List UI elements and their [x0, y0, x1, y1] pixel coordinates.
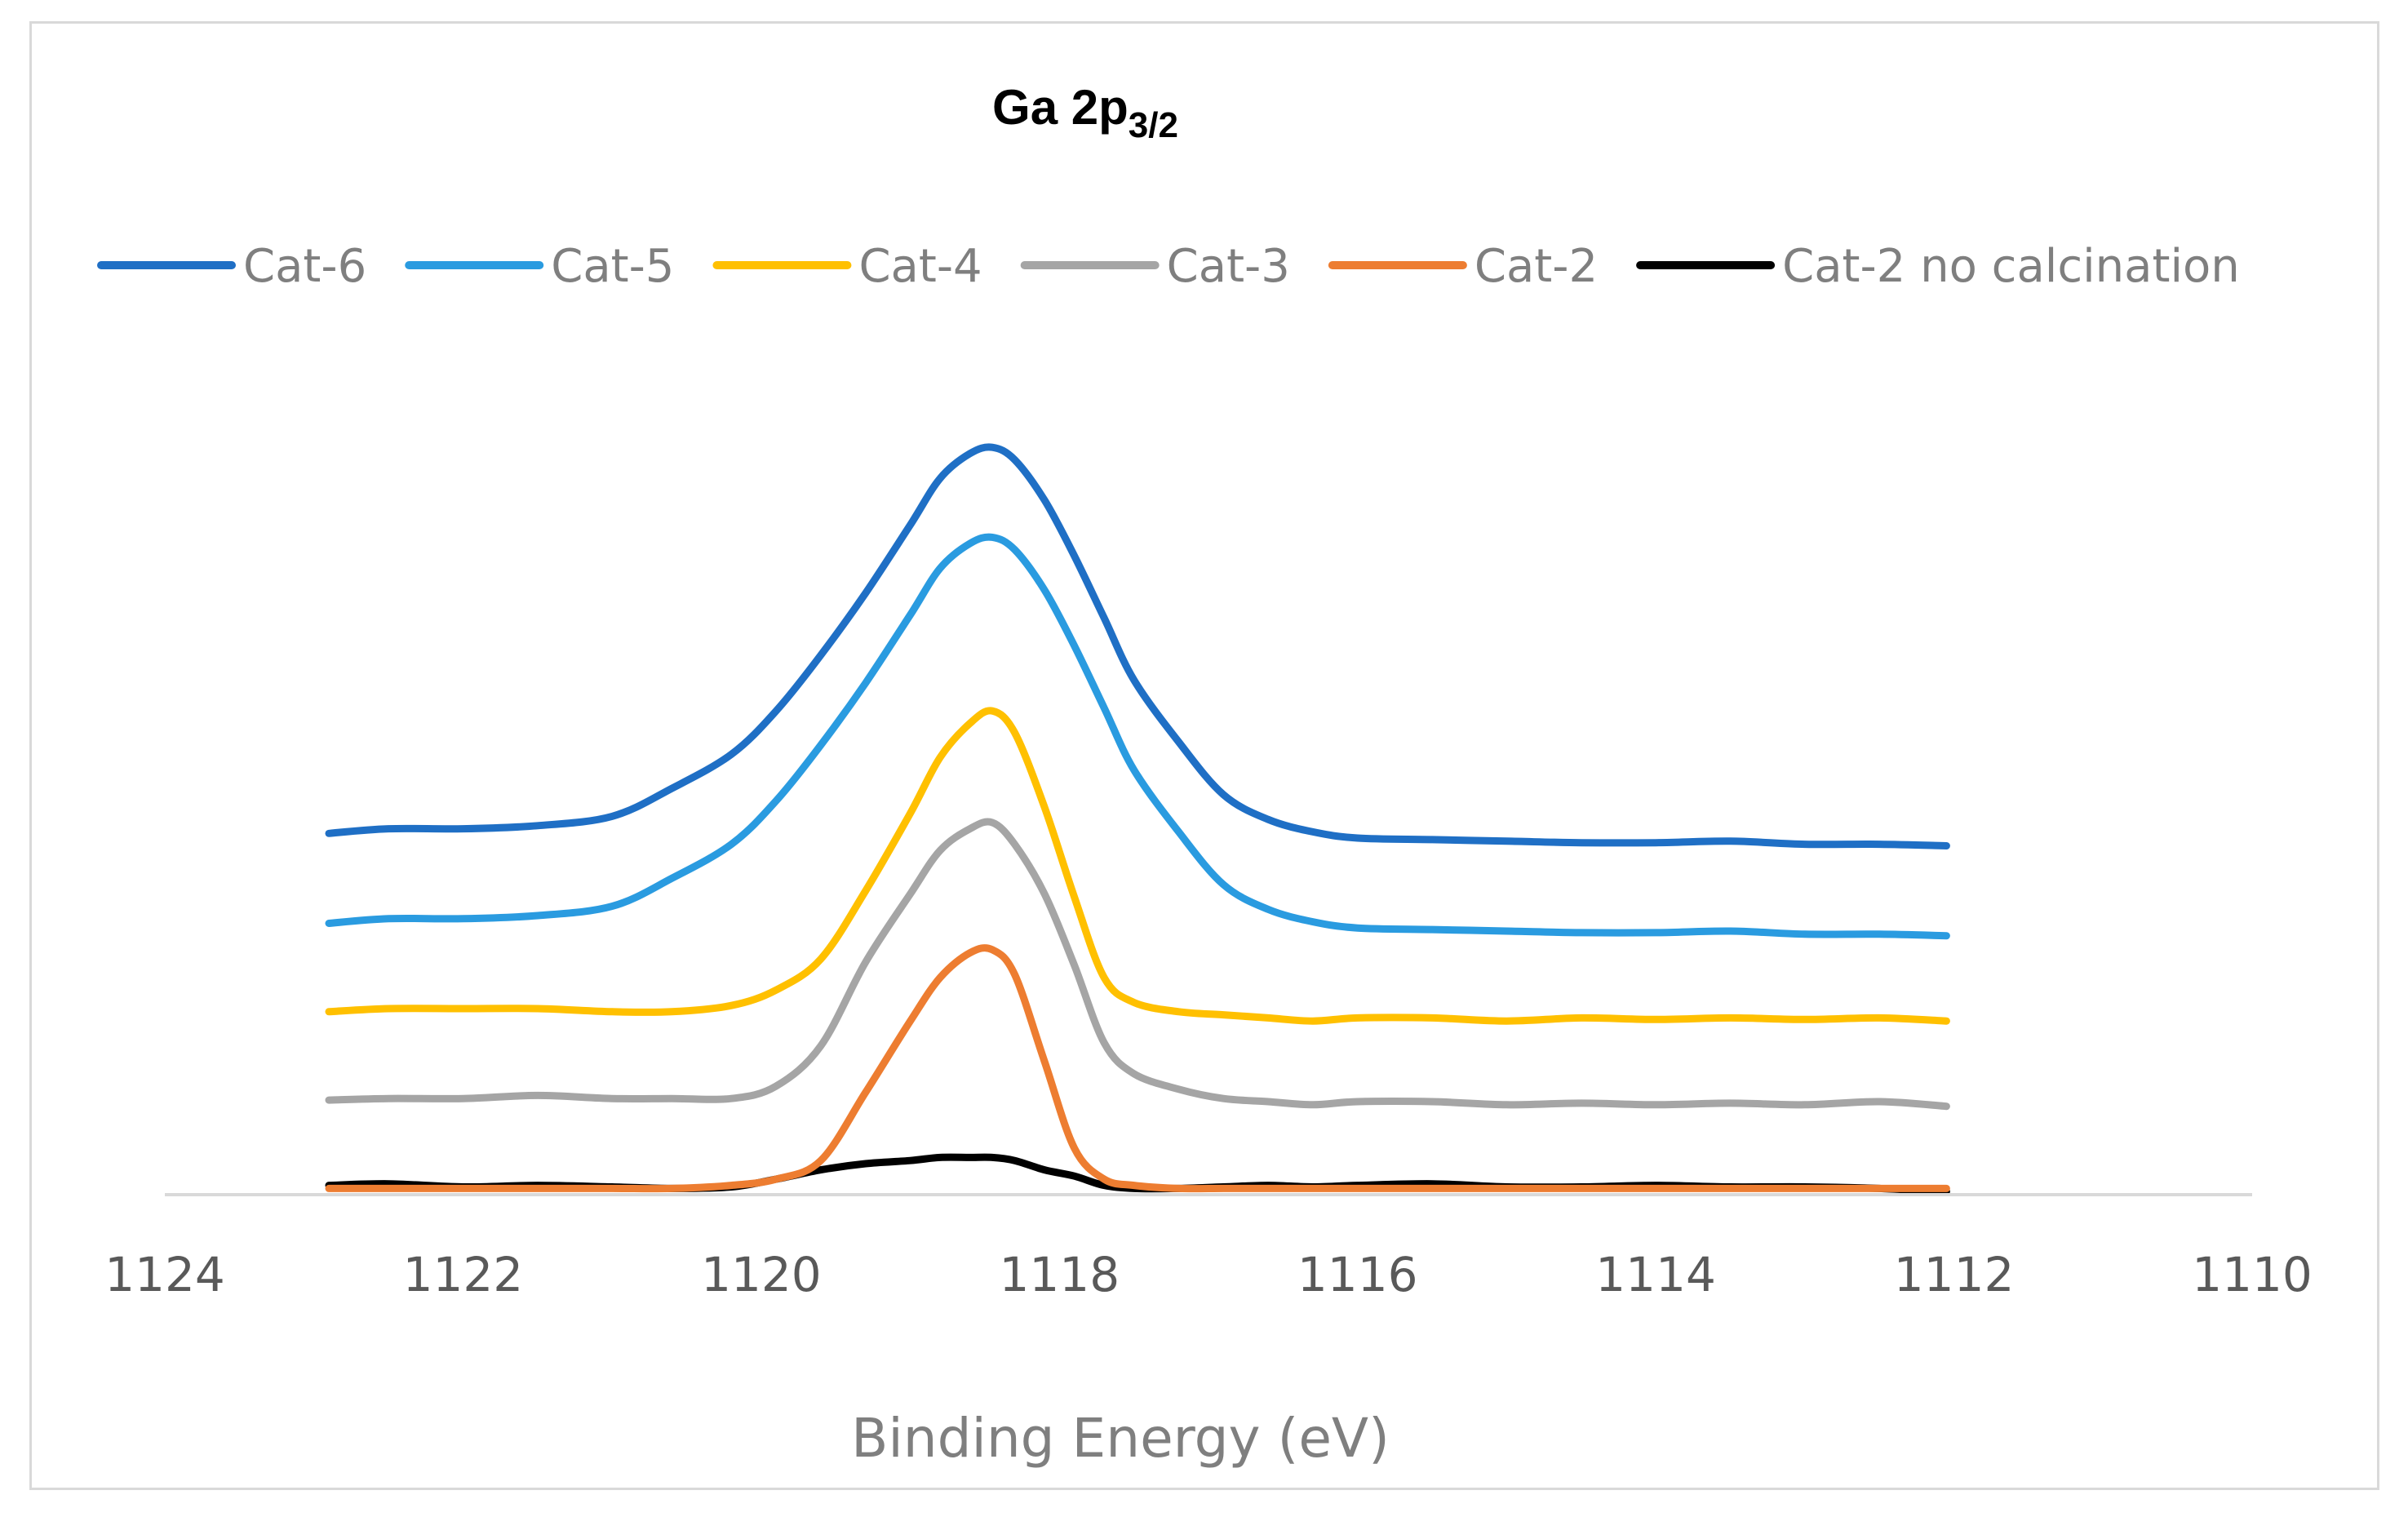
x-tick-label: 1124 — [104, 1247, 225, 1302]
plot-area — [325, 443, 1950, 1195]
legend-label: Cat-3 — [1167, 240, 1290, 293]
legend-item: Cat-6 — [97, 240, 366, 293]
x-tick-label: 1120 — [701, 1247, 822, 1302]
legend-item: Cat-3 — [1020, 240, 1290, 293]
chart-title-subscript: 3/2 — [1129, 105, 1178, 145]
legend-item: Cat-5 — [405, 240, 674, 293]
legend-item: Cat-2 — [1328, 240, 1598, 293]
x-axis-ticks: 1124 1122 1120 1118 1116 1114 1112 1110 — [104, 1247, 2313, 1302]
chart-title-main: Ga 2p — [992, 80, 1129, 135]
chart-title: Ga 2p3/2 — [992, 80, 1178, 145]
legend: Cat-6 Cat-5 Cat-4 Cat-3 Cat-2 Cat-2 no calcin… — [97, 240, 2240, 293]
series-line-cat-4 — [325, 707, 1950, 1025]
x-tick-label: 1114 — [1595, 1247, 1716, 1302]
series-line-cat-5 — [325, 533, 1950, 940]
series-line-cat-6 — [325, 443, 1950, 849]
x-tick-label: 1116 — [1297, 1247, 1418, 1302]
x-tick-label: 1118 — [999, 1247, 1120, 1302]
legend-label: Cat-4 — [858, 240, 982, 293]
x-tick-label: 1122 — [403, 1247, 524, 1302]
series-line-cat-2 — [325, 944, 1950, 1193]
legend-label: Cat-2 — [1475, 240, 1598, 293]
legend-label: Cat-6 — [243, 240, 366, 293]
legend-label: Cat-5 — [551, 240, 674, 293]
x-tick-label: 1110 — [2192, 1247, 2313, 1302]
legend-item: Cat-2 no calcination — [1636, 240, 2240, 293]
legend-item: Cat-4 — [712, 240, 982, 293]
series-line-cat-3 — [325, 818, 1950, 1111]
legend-label: Cat-2 no calcination — [1782, 240, 2240, 293]
x-axis-title: Binding Energy (eV) — [851, 1407, 1390, 1470]
x-tick-label: 1112 — [1894, 1247, 2015, 1302]
